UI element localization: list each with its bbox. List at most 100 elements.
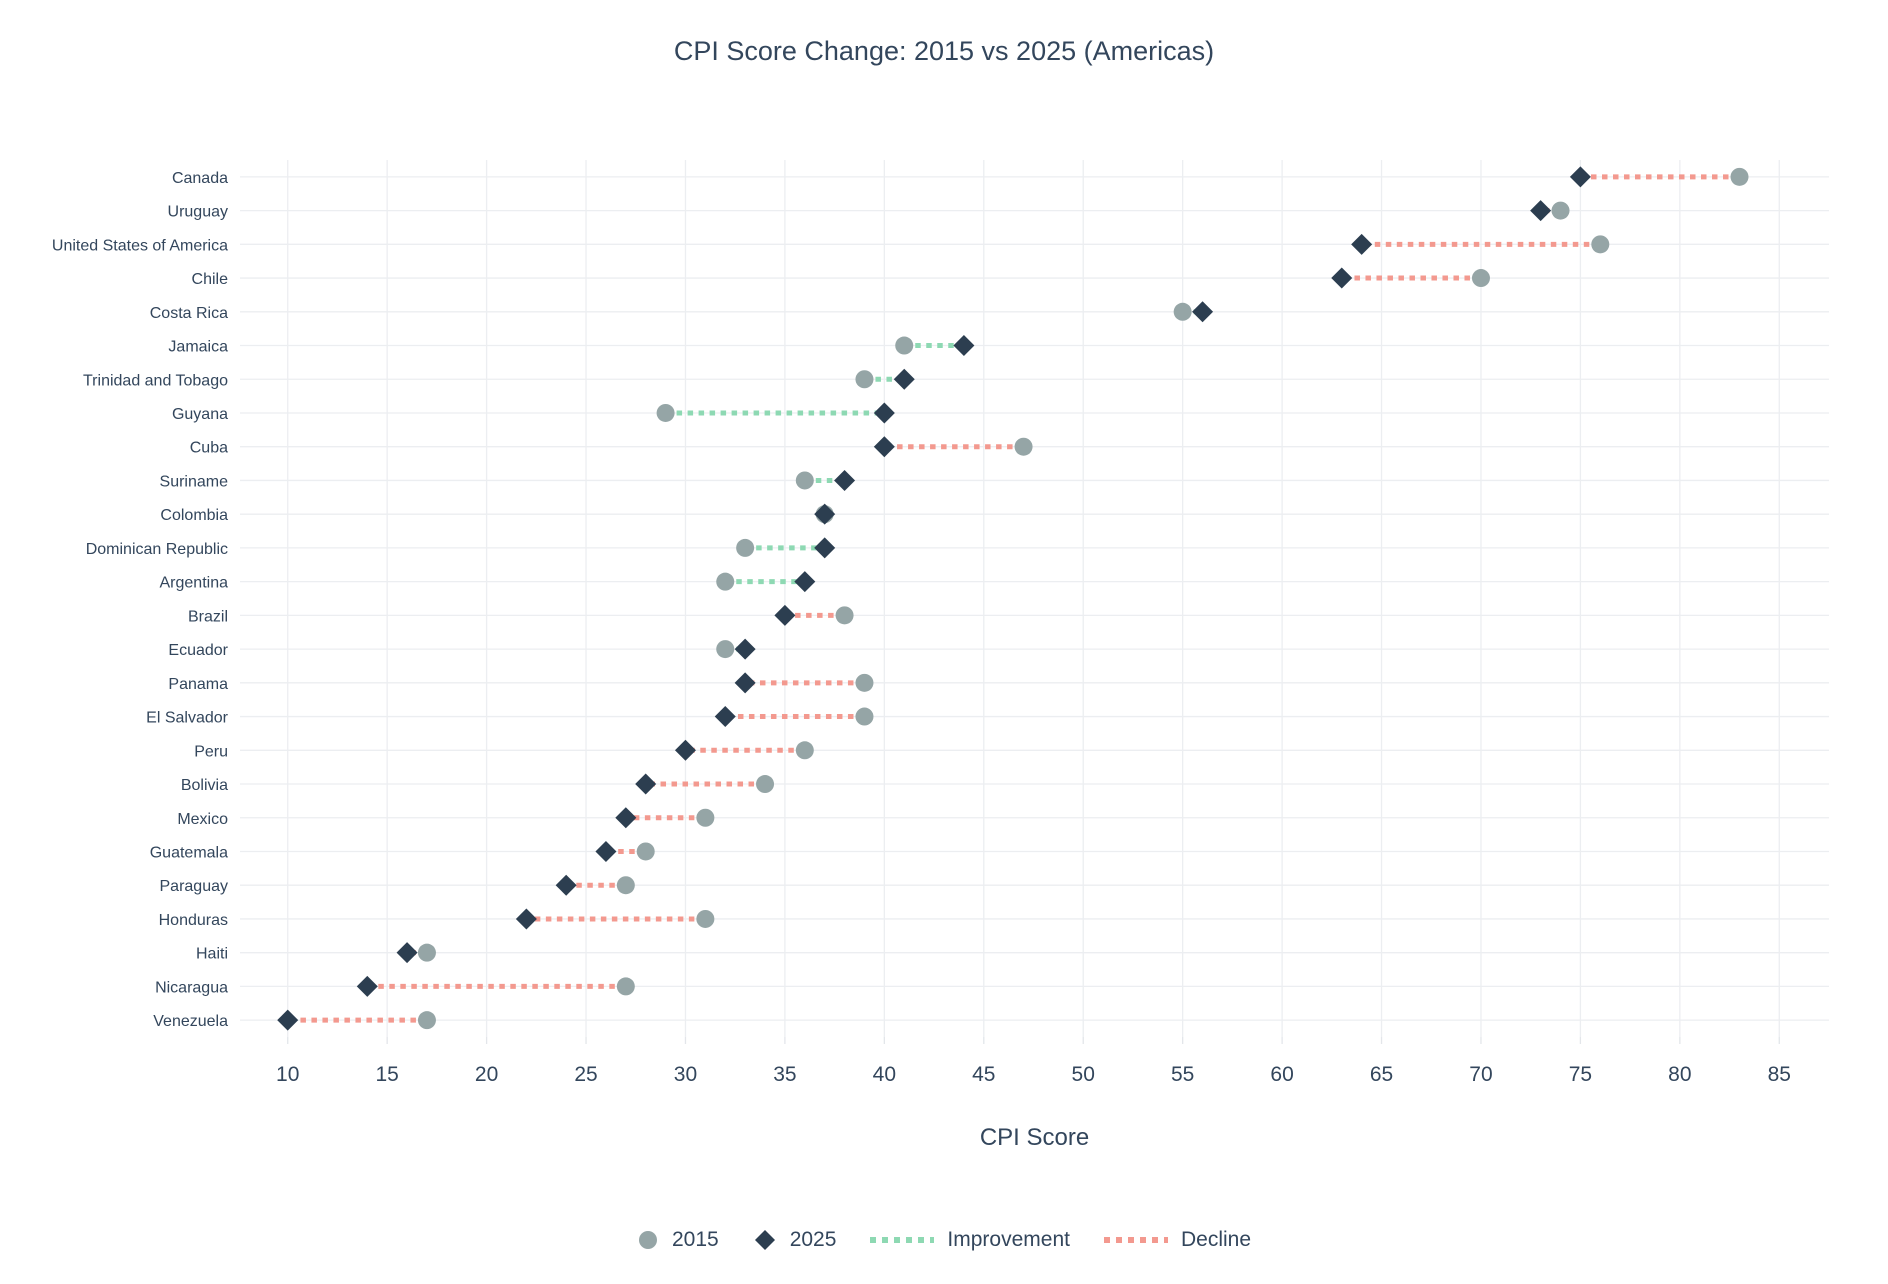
country-label: Suriname (160, 473, 229, 490)
marker-2015-circle (716, 572, 735, 591)
x-tick-label: 30 (674, 1063, 697, 1086)
marker-2025-diamond (1569, 166, 1591, 188)
marker-2025-diamond (814, 503, 836, 525)
x-tick-label: 10 (276, 1063, 299, 1086)
marker-2015-circle (417, 943, 436, 962)
marker-2015-circle (855, 673, 874, 692)
marker-2015-circle (616, 876, 635, 895)
marker-2015-circle (835, 606, 854, 625)
country-label: Brazil (188, 608, 228, 625)
x-tick-label: 70 (1469, 1063, 1492, 1086)
country-label: Haiti (196, 946, 228, 963)
marker-2025-diamond (873, 402, 895, 424)
marker-2025-diamond (873, 436, 895, 458)
country-label: Jamaica (168, 339, 228, 356)
marker-2025-diamond (1192, 301, 1214, 323)
x-tick-label: 85 (1768, 1063, 1791, 1086)
marker-2025-diamond (714, 706, 736, 728)
x-tick-label: 50 (1072, 1063, 1095, 1086)
country-label: Canada (172, 170, 228, 187)
marker-2025-diamond (555, 874, 577, 896)
country-label: Cuba (190, 440, 228, 457)
legend-label-2015: 2015 (671, 1228, 719, 1251)
legend: 2015 2025 Improvement Decline (0, 1228, 1888, 1252)
marker-2015-circle (795, 471, 814, 490)
marker-2015-circle (736, 538, 755, 557)
country-label: Peru (194, 743, 228, 760)
x-tick-label: 55 (1171, 1063, 1194, 1086)
marker-2015-circle (1591, 235, 1610, 254)
improvement-dash-icon (870, 1237, 935, 1243)
circle-2015-icon (638, 1231, 657, 1249)
marker-2025-diamond (595, 840, 617, 862)
country-label: Chile (192, 271, 229, 288)
marker-2025-diamond (1351, 233, 1373, 255)
marker-2025-diamond (794, 571, 816, 593)
marker-2015-circle (1730, 167, 1749, 186)
chart-title: CPI Score Change: 2015 vs 2025 (Americas… (673, 36, 1215, 66)
marker-2025-diamond (635, 773, 657, 795)
marker-2015-circle (1551, 201, 1570, 220)
marker-2025-diamond (774, 604, 796, 626)
marker-2015-circle (1471, 269, 1490, 288)
x-tick-label: 15 (375, 1063, 398, 1086)
country-label: Mexico (177, 811, 228, 828)
country-label: Costa Rica (150, 305, 228, 322)
country-label: Bolivia (181, 777, 228, 794)
marker-2015-circle (1173, 302, 1192, 321)
country-label: Guatemala (150, 844, 228, 861)
marker-2025-diamond (277, 1009, 299, 1031)
marker-2015-circle (696, 808, 715, 827)
country-label: Nicaragua (155, 979, 228, 996)
legend-item-improvement[interactable]: Improvement (870, 1228, 1070, 1252)
country-label: Dominican Republic (86, 541, 228, 558)
x-tick-label: 20 (475, 1063, 498, 1086)
country-label: Trinidad and Tobago (83, 372, 228, 389)
country-label: Ecuador (168, 642, 228, 659)
x-tick-label: 80 (1668, 1063, 1691, 1086)
country-label: Paraguay (160, 878, 229, 895)
legend-label-improvement: Improvement (947, 1228, 1070, 1251)
marker-2025-diamond (893, 368, 915, 390)
marker-2025-diamond (356, 975, 378, 997)
decline-dash-icon (1103, 1237, 1168, 1243)
legend-label-2025: 2025 (789, 1228, 837, 1251)
marker-2025-diamond (515, 908, 537, 930)
marker-2015-circle (895, 336, 914, 355)
legend-item-2025[interactable]: 2025 (753, 1228, 837, 1252)
x-tick-label: 75 (1569, 1063, 1592, 1086)
country-label: Argentina (160, 575, 229, 592)
marker-2025-diamond (734, 638, 756, 660)
marker-2025-diamond (814, 537, 836, 559)
country-label: United States of America (52, 237, 228, 254)
x-tick-label: 40 (873, 1063, 896, 1086)
marker-2025-diamond (1530, 200, 1552, 222)
marker-2025-diamond (953, 335, 975, 357)
diamond-2025-icon (754, 1230, 775, 1250)
x-tick-label: 25 (574, 1063, 597, 1086)
country-label: Uruguay (168, 204, 228, 221)
marker-2015-circle (855, 370, 874, 389)
marker-2025-diamond (615, 807, 637, 829)
marker-2015-circle (616, 977, 635, 996)
legend-item-decline[interactable]: Decline (1103, 1228, 1251, 1252)
country-label: Guyana (172, 406, 228, 423)
marker-2015-circle (795, 741, 814, 760)
marker-2015-circle (636, 842, 655, 861)
marker-2025-diamond (674, 739, 696, 761)
x-tick-label: 60 (1270, 1063, 1293, 1086)
country-label: El Salvador (146, 710, 228, 727)
marker-2025-diamond (1331, 267, 1353, 289)
marker-2015-circle (756, 775, 775, 794)
marker-2015-circle (656, 403, 675, 422)
x-axis-title: CPI Score (979, 1124, 1090, 1151)
marker-2015-circle (855, 707, 874, 726)
marker-2015-circle (1014, 437, 1033, 456)
marker-2025-diamond (734, 672, 756, 694)
marker-2015-circle (716, 640, 735, 659)
x-tick-label: 45 (972, 1063, 995, 1086)
legend-item-2015[interactable]: 2015 (637, 1228, 719, 1252)
country-label: Panama (168, 676, 228, 693)
marker-2025-diamond (834, 469, 856, 491)
